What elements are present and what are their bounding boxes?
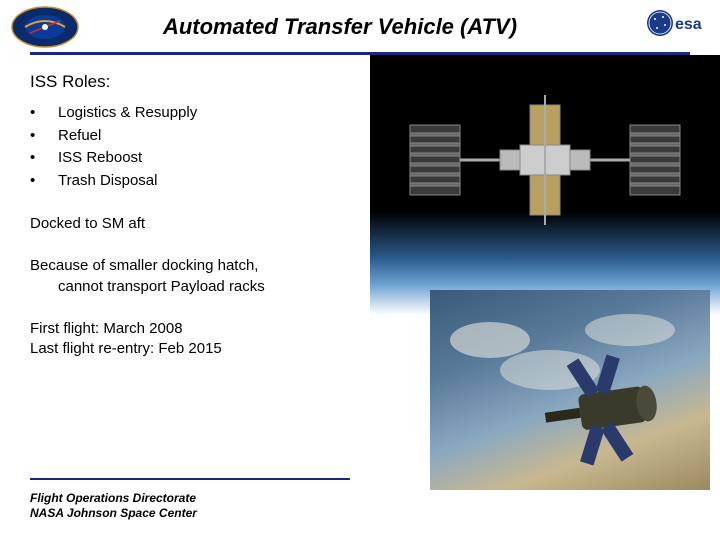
page-title: Automated Transfer Vehicle (ATV) xyxy=(0,8,720,40)
footer-line2: NASA Johnson Space Center xyxy=(30,506,197,522)
list-item: •Refuel xyxy=(30,125,360,148)
list-item-text: ISS Reboost xyxy=(58,147,142,170)
content-area: ISS Roles: •Logistics & Resupply •Refuel… xyxy=(30,72,360,381)
footer-line1: Flight Operations Directorate xyxy=(30,491,197,507)
footer: Flight Operations Directorate NASA Johns… xyxy=(30,491,197,522)
list-item-text: Refuel xyxy=(58,125,101,148)
atv-photo xyxy=(430,290,710,490)
footer-divider xyxy=(30,478,350,480)
iss-photo xyxy=(370,55,720,315)
hatch-line1: Because of smaller docking hatch, xyxy=(30,257,258,274)
last-flight: Last flight re-entry: Feb 2015 xyxy=(30,340,222,357)
svg-text:esa: esa xyxy=(675,16,702,33)
hatch-line2: cannot transport Payload racks xyxy=(30,277,360,297)
list-item-text: Logistics & Resupply xyxy=(58,102,197,125)
list-item: •ISS Reboost xyxy=(30,147,360,170)
list-item: •Logistics & Resupply xyxy=(30,102,360,125)
list-item: •Trash Disposal xyxy=(30,170,360,193)
image-area xyxy=(370,55,720,500)
esa-logo: esa xyxy=(645,5,710,45)
header: Automated Transfer Vehicle (ATV) esa xyxy=(0,0,720,60)
hatch-note: Because of smaller docking hatch, cannot… xyxy=(30,256,360,297)
flight-dates: First flight: March 2008 Last flight re-… xyxy=(30,319,360,360)
roles-list: •Logistics & Resupply •Refuel •ISS Reboo… xyxy=(30,102,360,192)
section-label: ISS Roles: xyxy=(30,72,360,92)
first-flight: First flight: March 2008 xyxy=(30,320,183,337)
docked-text: Docked to SM aft xyxy=(30,214,360,234)
list-item-text: Trash Disposal xyxy=(58,170,157,193)
mission-patch-logo xyxy=(10,5,80,50)
